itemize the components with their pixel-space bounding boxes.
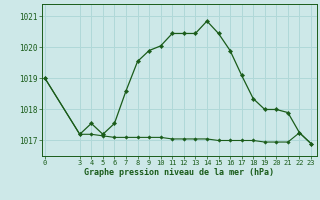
X-axis label: Graphe pression niveau de la mer (hPa): Graphe pression niveau de la mer (hPa)	[84, 168, 274, 177]
